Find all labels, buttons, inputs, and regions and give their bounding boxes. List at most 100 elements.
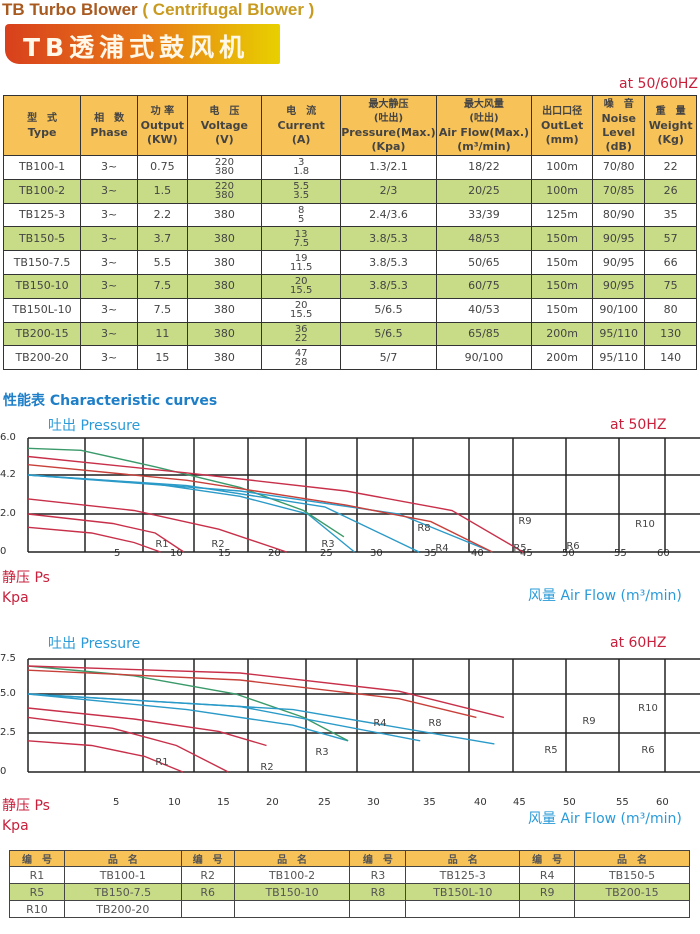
x-tick-label: 20 — [266, 797, 279, 808]
legend-model: TB150L-10 — [405, 883, 521, 901]
table-cell: 33/39 — [435, 202, 533, 228]
curve-R6 — [27, 693, 495, 745]
legend-header: 编 号 — [519, 850, 576, 867]
table-cell: 36 22 — [261, 321, 342, 347]
table-cell: 0.75 — [137, 155, 188, 180]
y-tick-label: 7.5 — [0, 653, 16, 664]
table-cell: TB150L-10 — [2, 297, 82, 323]
table-cell: TB200-20 — [2, 345, 82, 371]
legend-row: R1 TB100-1 R2 TB100-2 R3 TB125-3 R4 TB150-5 — [9, 866, 690, 884]
table-cell: 3.8/5.3 — [340, 250, 437, 275]
column-header-en: Phase — [90, 125, 128, 139]
curve-label: R9 — [518, 516, 531, 527]
curve-R10 — [27, 665, 505, 719]
table-cell: 3~ — [80, 155, 139, 180]
curve-R9 — [27, 464, 493, 553]
x-tick-label: 55 — [616, 797, 629, 808]
table-cell: TB100-2 — [2, 178, 82, 204]
legend-header: 品 名 — [233, 850, 351, 867]
column-header: 电 流 Current (A) — [261, 95, 342, 156]
curve-label: R5 — [544, 745, 557, 756]
curve-R3 — [27, 498, 287, 553]
column-header-en: Weight — [648, 118, 693, 132]
curve-label: R3 — [321, 539, 334, 550]
pressure-label: 吐出 Pressure — [48, 636, 141, 652]
column-header: 重 量 Weight (Kg) — [644, 95, 697, 156]
column-header-unit: (Kpa) — [371, 139, 406, 153]
curves-title: 性能表 Characteristic curves — [3, 393, 218, 409]
table-cell: 100m — [531, 155, 594, 180]
x-tick-label: 30 — [370, 548, 383, 559]
column-header: 最大静压 (吐出) Pressure(Max.) (Kpa) — [340, 95, 437, 156]
table-cell: 95/110 — [592, 345, 646, 371]
x-tick-label: 15 — [218, 548, 231, 559]
legend-code — [349, 900, 407, 918]
table-cell: 5/6.5 — [340, 321, 437, 347]
table-cell: 220 380 — [186, 178, 263, 204]
legend-model: TB125-3 — [405, 866, 521, 884]
curve-R9 — [27, 669, 477, 719]
curve-label: R3 — [315, 747, 328, 758]
column-header-zh: 功 率 — [150, 105, 175, 117]
title-en: TB Turbo Blower — [2, 0, 138, 19]
table-row: TB150-5 3~ 3.7 380 13 7.5 3.8/5.3 48/53 150m 90/9… — [2, 226, 697, 252]
table-cell: 100m — [531, 178, 594, 204]
table-cell: 125m — [531, 202, 594, 228]
table-cell: 20/25 — [435, 178, 533, 204]
table-cell: 48/53 — [435, 226, 533, 252]
legend-model: TB100-2 — [233, 866, 351, 884]
x-tick-label: 50 — [563, 797, 576, 808]
y-axis-unit: Kpa — [2, 818, 29, 834]
page-title: TB Turbo Blower ( Centrifugal Blower ) — [2, 0, 314, 20]
table-cell: 150m — [531, 250, 594, 275]
table-cell: 7.5 — [137, 273, 188, 299]
table-cell: 130 — [644, 321, 697, 347]
column-header: 电 压 Voltage (V) — [186, 95, 263, 156]
curve-R1 — [27, 526, 161, 553]
table-cell: 3~ — [80, 178, 139, 204]
column-header-en: Air Flow(Max.) — [438, 125, 530, 139]
legend-code: R3 — [349, 866, 407, 884]
table-cell: 3~ — [80, 226, 139, 252]
table-cell: 380 — [186, 345, 263, 371]
x-tick-label: 60 — [657, 548, 670, 559]
y-tick-label: 6.0 — [0, 432, 16, 443]
chart-plot: R1 R2 R3 R4 R8 R5 R6 R9 R10 — [27, 658, 700, 773]
x-tick-label: 60 — [656, 797, 669, 808]
table-cell: 22 — [644, 155, 697, 180]
table-cell: 200m — [531, 345, 594, 371]
x-tick-label: 10 — [168, 797, 181, 808]
stacked-value: 20 15.5 — [290, 300, 313, 321]
curve-label: R2 — [260, 762, 273, 773]
curve-label: R10 — [635, 519, 655, 530]
table-cell: 60/75 — [435, 273, 533, 299]
legend-model: TB200-20 — [63, 900, 182, 918]
table-cell: 95/110 — [592, 321, 646, 347]
table-cell: 11 — [137, 321, 188, 347]
table-row: TB100-1 3~ 0.75 220 380 3 1.8 1.3/2.1 18/22 100m 7… — [2, 155, 697, 180]
table-cell: 3 1.8 — [261, 155, 342, 180]
curve-R2 — [27, 513, 185, 553]
y-tick-label: 0 — [0, 766, 7, 777]
curve-label: R1 — [155, 757, 168, 768]
x-tick-label: 45 — [513, 797, 526, 808]
curve-R4 — [27, 693, 349, 742]
table-cell: 90/100 — [592, 297, 646, 323]
curve-R1 — [27, 740, 184, 773]
column-header-en: OutLet — [541, 118, 584, 132]
table-cell: TB150-7.5 — [2, 250, 82, 275]
table-cell: 13 7.5 — [261, 226, 342, 252]
legend-code: R8 — [349, 883, 407, 901]
legend-code — [180, 900, 235, 918]
table-cell: 3~ — [80, 250, 139, 275]
table-cell: TB125-3 — [2, 202, 82, 228]
legend-table: 编 号品 名编 号品 名编 号品 名编 号品 名 R1 TB100-1 R2 TB100… — [9, 850, 690, 918]
column-header-unit: (V) — [215, 132, 234, 146]
curve-label: R2 — [211, 539, 224, 550]
table-row: TB150-7.5 3~ 5.5 380 19 11.5 3.8/5.3 50/65 150m 9… — [2, 250, 697, 275]
table-cell: 90/95 — [592, 250, 646, 275]
curve-label: R6 — [641, 745, 654, 756]
curve-R6 — [27, 474, 493, 553]
